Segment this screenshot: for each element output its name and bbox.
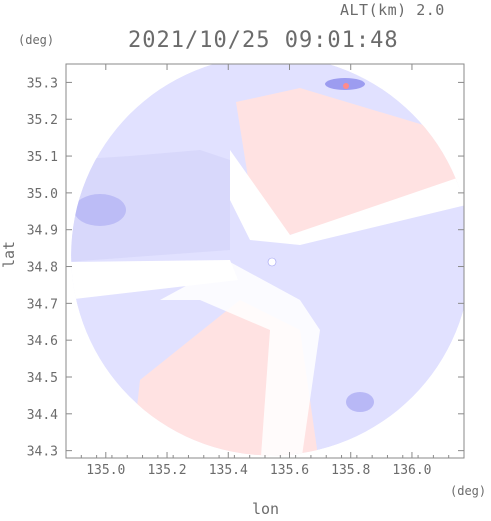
y-tick-label: 34.7 [27,297,58,312]
no-echo-gap [71,260,238,300]
x-tick-label: 135.8 [331,463,370,478]
velocity-field [71,64,464,456]
approaching-region-west [71,150,230,262]
y-tick-label: 35.3 [27,76,58,91]
radar-site-marker [267,257,277,267]
y-tick-label: 34.6 [27,334,58,349]
strong-approaching-west [74,194,126,226]
y-tick-label: 35.2 [27,113,58,128]
x-tick-label: 135.0 [86,463,125,478]
x-tick-label: 135.4 [209,463,248,478]
x-axis-label: lon [252,500,280,518]
strong-receding-north [343,83,349,89]
y-axis-unit: (deg) [18,33,55,47]
x-tick-label: 136.0 [392,463,431,478]
altitude-label: ALT(km) 2.0 [340,1,445,19]
receding-region-northeast [236,88,464,238]
zero-band-south [160,262,320,456]
y-tick-label: 34.4 [27,408,58,423]
zero-band-north [230,150,464,245]
x-tick-label: 135.2 [147,463,186,478]
timestamp-title: 2021/10/25 09:01:48 [128,28,399,53]
y-tick-label: 35.0 [27,187,58,202]
y-tick-label: 35.1 [27,150,58,165]
y-tick-label: 34.8 [27,261,58,276]
strong-approaching-southeast [346,392,374,412]
y-tick-label: 34.5 [27,371,58,386]
y-tick-label: 34.3 [27,445,58,460]
x-tick-label: 135.6 [270,463,309,478]
y-tick-label: 34.9 [27,224,58,239]
axis-ticks: 135.0 135.2 135.4 135.6 135.8 136.0 34.3 34.4 34… [27,64,465,478]
x-axis-unit: (deg) [450,484,487,498]
plot-area [71,64,464,456]
